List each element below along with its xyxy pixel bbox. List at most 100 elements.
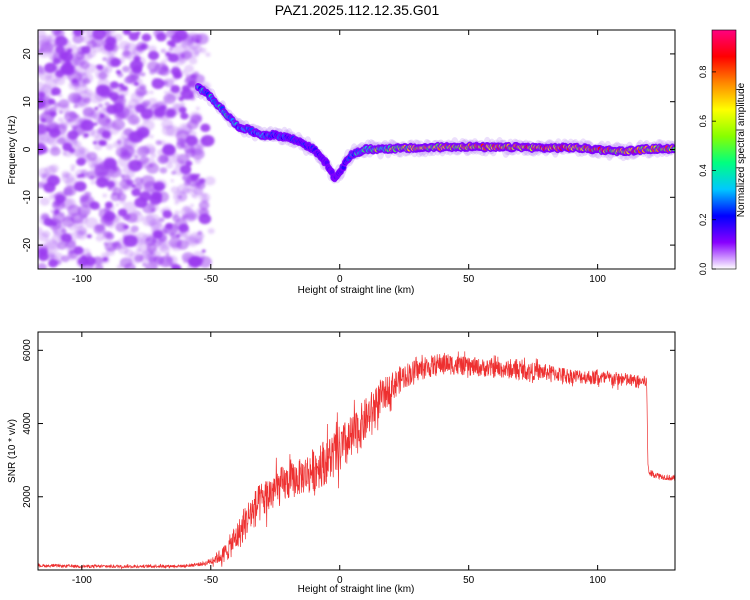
noise-blob bbox=[166, 40, 174, 47]
noise-blob bbox=[100, 140, 107, 146]
noise-blob bbox=[204, 176, 216, 186]
noise-blob bbox=[180, 160, 185, 165]
noise-blob bbox=[49, 146, 61, 156]
noise-blob bbox=[127, 75, 131, 79]
noise-blob bbox=[207, 228, 215, 235]
noise-blob bbox=[184, 235, 190, 241]
noise-blob bbox=[175, 57, 186, 66]
noise-blob bbox=[84, 63, 97, 74]
noise-blob bbox=[148, 45, 157, 53]
noise-blob bbox=[172, 213, 178, 218]
snr-y-tick-label: 2000 bbox=[22, 485, 33, 508]
spectrogram-y-tick-label: -20 bbox=[22, 237, 33, 252]
snr-series-line bbox=[38, 351, 675, 570]
noise-blob bbox=[103, 30, 113, 35]
noise-blob bbox=[168, 237, 182, 248]
noise-blob bbox=[135, 56, 142, 61]
noise-blob bbox=[134, 197, 148, 208]
noise-blob bbox=[122, 146, 137, 159]
noise-blob bbox=[153, 30, 165, 38]
noise-blob bbox=[188, 215, 195, 221]
snr-y-axis: 2000 4000 6000 bbox=[22, 339, 675, 508]
noise-blob bbox=[52, 30, 61, 36]
noise-blob bbox=[40, 146, 49, 154]
noise-blob bbox=[69, 249, 75, 255]
snr-x-label: Height of straight line (km) bbox=[298, 584, 415, 595]
noise-blob bbox=[171, 170, 176, 175]
noise-blob bbox=[66, 213, 76, 221]
noise-blob bbox=[80, 260, 95, 269]
colorbar: 0.0 0.2 0.4 0.6 0.8 Normalized spectral ampl… bbox=[698, 29, 747, 275]
snr-x-tick-label: 100 bbox=[589, 575, 606, 586]
noise-blob bbox=[102, 57, 108, 62]
noise-blob bbox=[185, 160, 193, 167]
noise-blob bbox=[147, 202, 159, 212]
spectrogram-y-tick-label: -10 bbox=[22, 190, 33, 205]
noise-blob bbox=[122, 49, 131, 57]
noise-blob bbox=[149, 103, 162, 115]
noise-blob bbox=[162, 210, 173, 219]
noise-blob bbox=[141, 250, 153, 260]
noise-blob bbox=[180, 164, 192, 175]
noise-blob bbox=[138, 89, 147, 97]
noise-blob bbox=[158, 70, 164, 75]
spectrogram-y-axis: -20 -10 0 10 20 bbox=[22, 48, 675, 252]
noise-blob bbox=[57, 37, 72, 50]
noise-blob bbox=[75, 114, 80, 118]
spectrogram-x-tick-label: 0 bbox=[337, 274, 343, 285]
noise-blob bbox=[75, 72, 89, 84]
noise-blob bbox=[143, 143, 156, 155]
spectrogram-x-label: Height of straight line (km) bbox=[298, 285, 415, 296]
noise-blob bbox=[95, 234, 104, 242]
noise-blob bbox=[170, 179, 175, 183]
noise-blob bbox=[81, 248, 91, 256]
noise-blob bbox=[155, 140, 162, 146]
noise-blob bbox=[38, 90, 42, 96]
noise-blob bbox=[146, 162, 160, 174]
noise-blob bbox=[117, 57, 125, 64]
noise-blob bbox=[109, 81, 119, 89]
noise-blob bbox=[188, 57, 198, 65]
noise-blob bbox=[73, 220, 84, 229]
noise-blob bbox=[140, 72, 146, 77]
noise-blob bbox=[115, 69, 122, 75]
noise-blob bbox=[82, 107, 98, 120]
snr-panel: -100 -50 0 50 100 2000 4000 6000 Height of str… bbox=[7, 331, 676, 595]
noise-blob bbox=[117, 192, 127, 201]
noise-blob bbox=[58, 211, 66, 217]
noise-blob bbox=[188, 80, 197, 88]
noise-blob bbox=[135, 31, 141, 36]
noise-blob bbox=[59, 56, 70, 65]
spectrogram-y-tick-label: 10 bbox=[22, 96, 33, 108]
noise-blob bbox=[106, 123, 121, 135]
noise-blob bbox=[190, 203, 194, 208]
noise-blob bbox=[84, 88, 93, 96]
noise-blob bbox=[58, 93, 63, 98]
noise-blob bbox=[38, 252, 49, 262]
noise-blob bbox=[61, 255, 70, 263]
noise-blob bbox=[181, 215, 187, 220]
noise-blob bbox=[62, 152, 67, 156]
noise-blob bbox=[39, 142, 46, 148]
noise-blob bbox=[79, 194, 89, 203]
noise-blob bbox=[128, 159, 143, 172]
noise-blob bbox=[99, 184, 105, 188]
colorbar-gradient bbox=[712, 30, 736, 269]
noise-blob bbox=[165, 51, 171, 57]
noise-blob bbox=[89, 201, 100, 210]
noise-blob bbox=[52, 217, 57, 221]
noise-blob bbox=[187, 262, 198, 269]
noise-blob bbox=[103, 156, 115, 165]
noise-blob bbox=[136, 41, 147, 51]
spectrogram-y-tick-label: 20 bbox=[22, 48, 33, 60]
noise-blob bbox=[168, 47, 174, 52]
noise-blob bbox=[166, 255, 178, 265]
noise-blob bbox=[38, 134, 44, 143]
spectrogram-ridge-layer bbox=[193, 80, 675, 184]
noise-blob bbox=[180, 90, 185, 95]
noise-blob bbox=[49, 72, 62, 83]
snr-y-label: SNR (10 * v/v) bbox=[7, 419, 18, 483]
noise-blob bbox=[38, 232, 49, 242]
noise-blob bbox=[48, 164, 59, 173]
noise-blob bbox=[181, 252, 195, 263]
